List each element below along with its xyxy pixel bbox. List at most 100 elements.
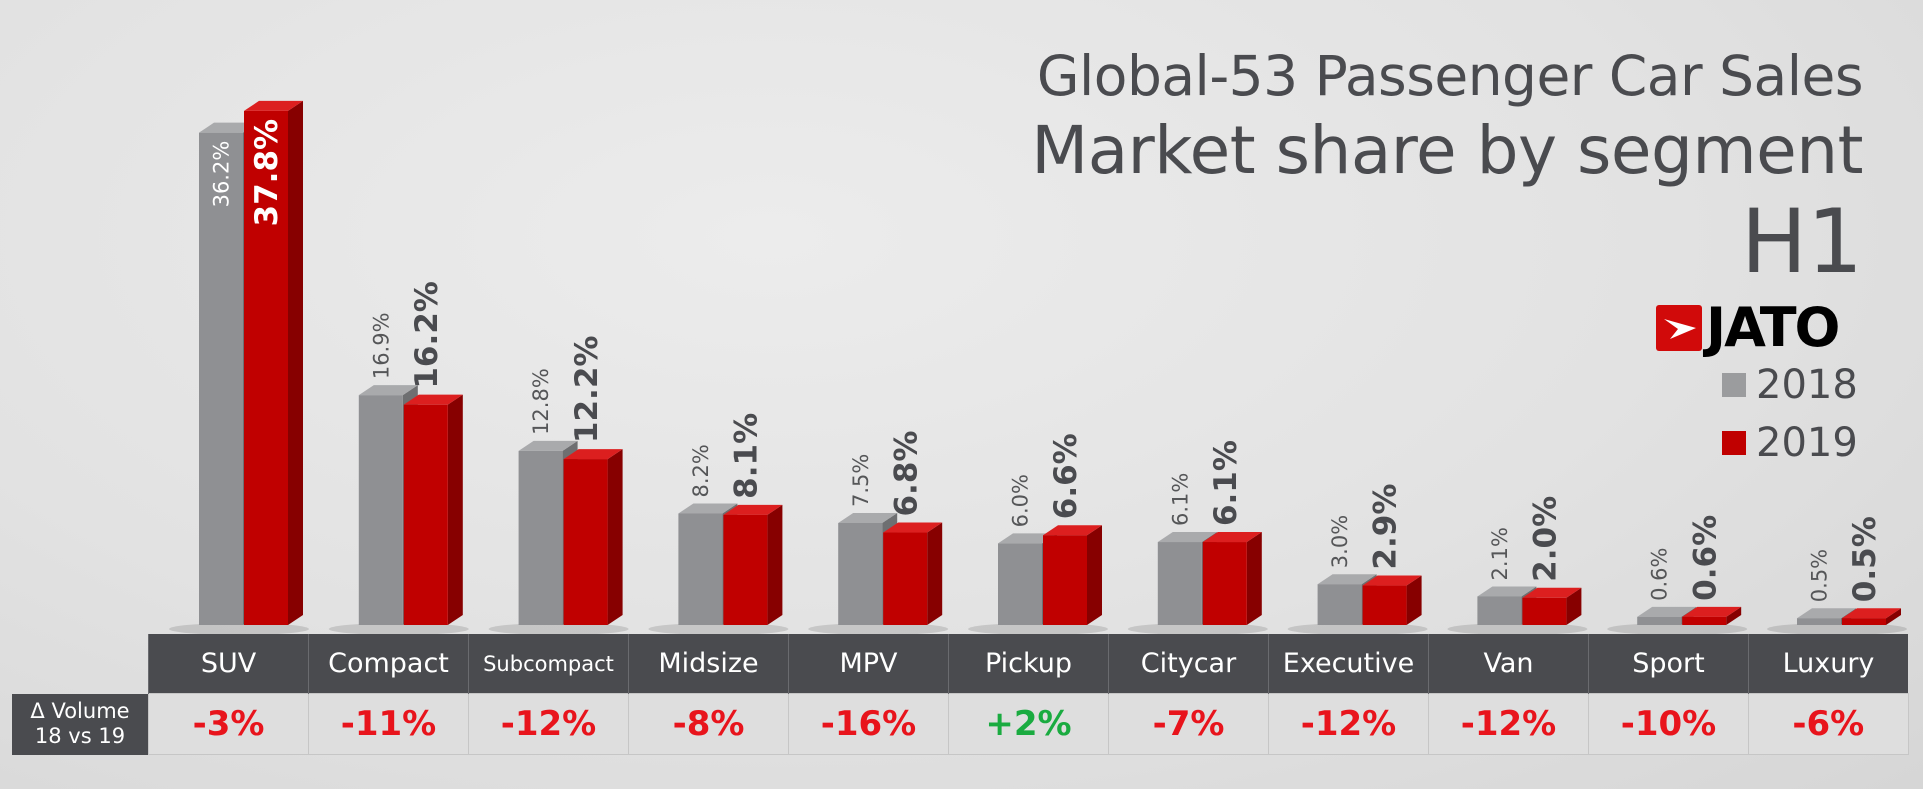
bar-shadow bbox=[328, 623, 469, 635]
bar-top-2018-executive bbox=[1317, 574, 1377, 585]
bar-top-2018-midsize bbox=[678, 503, 738, 514]
segment-header-mpv: MPV bbox=[788, 634, 949, 694]
bar-top-2018-luxury bbox=[1797, 608, 1856, 619]
table-corner bbox=[12, 634, 149, 694]
bar-2019-van bbox=[1522, 597, 1567, 625]
data-label-2019-compact: 16.2% bbox=[409, 281, 445, 389]
bar-top-2019-subcompact bbox=[563, 449, 623, 460]
volume-change-subcompact: -12% bbox=[468, 693, 629, 755]
bar-top-2018-mpv bbox=[838, 513, 898, 523]
volume-change-mpv: -16% bbox=[788, 693, 949, 755]
bar-2018-sport bbox=[1637, 616, 1682, 625]
bar-top-2018-van bbox=[1477, 586, 1537, 597]
data-label-2019-midsize: 8.1% bbox=[729, 413, 765, 499]
volume-row-label: Δ Volume 18 vs 19 bbox=[12, 693, 149, 755]
bar-shadow bbox=[808, 623, 949, 635]
data-label-2019-van: 2.0% bbox=[1528, 496, 1564, 582]
bar-shadow bbox=[648, 623, 789, 635]
bar-2018-van bbox=[1477, 596, 1522, 625]
bar-shadow bbox=[1447, 623, 1588, 635]
data-label-2019-citycar: 6.1% bbox=[1208, 440, 1244, 526]
bar-2019-sport bbox=[1682, 616, 1727, 625]
data-label-2019-executive: 2.9% bbox=[1368, 484, 1404, 570]
bar-2018-executive bbox=[1317, 584, 1362, 625]
bar-side-2019-citycar bbox=[1246, 532, 1262, 625]
bar-top-2019-midsize bbox=[723, 504, 783, 515]
segment-header-sport: Sport bbox=[1588, 634, 1749, 694]
segment-header-compact: Compact bbox=[308, 634, 469, 694]
data-label-2019-sport: 0.6% bbox=[1687, 515, 1723, 601]
data-label-2019-subcompact: 12.2% bbox=[569, 336, 605, 444]
jato-logo: JATO bbox=[1656, 296, 1840, 359]
volume-change-suv: -3% bbox=[148, 693, 309, 755]
segment-header-luxury: Luxury bbox=[1748, 634, 1908, 694]
data-label-2018-sport: 0.6% bbox=[1648, 547, 1672, 600]
volume-change-van: -12% bbox=[1428, 693, 1589, 755]
data-label-2018-compact: 16.9% bbox=[369, 312, 393, 379]
data-label-2018-subcompact: 12.8% bbox=[529, 368, 553, 435]
bar-side-2019-subcompact bbox=[607, 449, 623, 625]
bar-2019-mpv bbox=[883, 532, 928, 625]
bar-shadow bbox=[488, 623, 629, 635]
bar-2019-subcompact bbox=[563, 459, 608, 625]
bar-2018-suv bbox=[199, 132, 243, 625]
volume-change-sport: -10% bbox=[1588, 693, 1749, 755]
bar-side-2019-van bbox=[1566, 587, 1582, 625]
segment-header-pickup: Pickup bbox=[948, 634, 1109, 694]
legend-swatch-2019 bbox=[1722, 431, 1746, 455]
bar-2018-mpv bbox=[838, 523, 883, 625]
bar-top-2018-pickup bbox=[998, 533, 1057, 544]
bar-side-2019-executive bbox=[1406, 575, 1422, 625]
bar-2019-citycar bbox=[1202, 542, 1247, 625]
bar-2019-midsize bbox=[723, 514, 768, 625]
segment-header-van: Van bbox=[1428, 634, 1589, 694]
jato-logo-text: JATO bbox=[1706, 296, 1840, 359]
bar-2018-compact bbox=[358, 395, 403, 625]
segment-header-executive: Executive bbox=[1268, 634, 1429, 694]
bar-side-2019-sport bbox=[1726, 606, 1742, 625]
legend-swatch-2018 bbox=[1722, 373, 1746, 397]
volume-change-midsize: -8% bbox=[628, 693, 789, 755]
bar-top-2019-suv bbox=[244, 100, 303, 111]
bar-top-2018-subcompact bbox=[518, 440, 578, 451]
bar-2019-luxury bbox=[1842, 618, 1886, 625]
bar-top-2019-executive bbox=[1362, 575, 1422, 586]
bar-top-2019-compact bbox=[403, 394, 463, 405]
bar-shadow bbox=[1127, 623, 1268, 635]
bar-2019-executive bbox=[1362, 585, 1407, 625]
bar-2018-citycar bbox=[1157, 542, 1202, 625]
segment-table: SUV Compact Subcompact Midsize MPV Pickup City… bbox=[12, 634, 1909, 755]
jato-logo-mark-icon bbox=[1656, 305, 1702, 351]
legend-label-2019: 2019 bbox=[1756, 420, 1858, 466]
bar-side-2019-midsize bbox=[767, 504, 783, 625]
chart-subtitle: Market share by segment bbox=[1031, 112, 1863, 189]
segment-header-row: SUV Compact Subcompact Midsize MPV Pickup City… bbox=[12, 634, 1908, 694]
volume-change-luxury: -6% bbox=[1748, 693, 1909, 755]
bar-top-2018-citycar bbox=[1157, 532, 1217, 543]
bar-top-2018-sport bbox=[1637, 606, 1697, 617]
volume-change-row: Δ Volume 18 vs 19 -3% -11% -12% -8% -16% +2% -… bbox=[12, 693, 1909, 755]
data-label-2018-suv: 36.2% bbox=[210, 141, 234, 208]
bar-top-2019-mpv bbox=[883, 522, 943, 533]
bar-shadow bbox=[1287, 623, 1428, 635]
bar-top-2019-citycar bbox=[1202, 532, 1262, 543]
volume-row-label-line2: 18 vs 19 bbox=[34, 724, 126, 748]
volume-change-executive: -12% bbox=[1268, 693, 1429, 755]
bar-side-2019-pickup bbox=[1087, 525, 1102, 625]
data-label-2019-suv: 37.8% bbox=[249, 119, 285, 227]
chart-title: Global-53 Passenger Car Sales bbox=[1036, 44, 1864, 108]
volume-change-citycar: -7% bbox=[1108, 693, 1269, 755]
bar-top-2019-pickup bbox=[1043, 525, 1102, 536]
bar-shadow bbox=[169, 623, 309, 635]
bar-2018-subcompact bbox=[518, 450, 563, 625]
period-label: H1 bbox=[1740, 190, 1863, 293]
bar-2019-suv bbox=[244, 110, 288, 626]
bar-shadow bbox=[1767, 623, 1907, 635]
segment-header-midsize: Midsize bbox=[628, 634, 789, 694]
segment-header-subcompact: Subcompact bbox=[468, 634, 629, 694]
bar-2018-pickup bbox=[998, 543, 1042, 625]
data-label-2019-luxury: 0.5% bbox=[1847, 516, 1883, 602]
bar-shadow bbox=[1607, 623, 1748, 635]
legend-item-2018: 2018 bbox=[1722, 362, 1858, 408]
